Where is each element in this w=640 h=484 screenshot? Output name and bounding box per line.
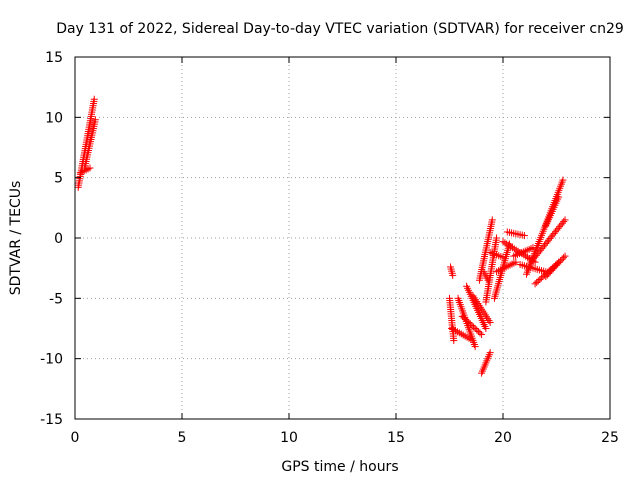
data-point — [482, 325, 490, 332]
x-tick-labels: 0 5 10 15 20 25 — [71, 430, 619, 446]
data-point — [557, 257, 565, 265]
y-tick-labels: 15 10 5 0 -5 -10 -15 — [40, 50, 63, 428]
y-tick-label: 15 — [45, 50, 63, 66]
data-point — [466, 320, 474, 328]
data-point — [449, 271, 457, 279]
data-point — [476, 329, 484, 337]
data-point — [555, 258, 563, 266]
x-tick-label: 25 — [601, 430, 619, 446]
data-point — [460, 314, 468, 322]
y-tick-label: 0 — [54, 231, 63, 247]
data-point — [559, 176, 567, 184]
data-point — [91, 116, 99, 124]
axis-ticks — [74, 56, 611, 420]
y-tick-label: -10 — [40, 352, 63, 368]
data-point — [488, 216, 496, 224]
data-point — [543, 271, 551, 279]
data-point — [555, 193, 563, 201]
data-point — [471, 325, 479, 332]
x-tick-label: 10 — [280, 430, 298, 446]
data-points — [74, 95, 569, 377]
y-tick-label: 5 — [54, 171, 63, 187]
data-point — [548, 266, 556, 274]
y-tick-label: 10 — [45, 110, 63, 126]
data-point — [560, 254, 568, 262]
data-point — [551, 263, 559, 271]
x-tick-label: 0 — [71, 430, 80, 446]
data-point — [512, 258, 520, 266]
data-point — [561, 216, 569, 224]
y-axis-label: SDTVAR / TECUs — [8, 181, 24, 296]
data-point — [549, 265, 557, 273]
data-point — [470, 323, 478, 331]
data-point — [561, 252, 569, 260]
data-point — [552, 262, 560, 270]
data-point — [486, 349, 494, 357]
data-point — [471, 343, 479, 351]
data-point — [520, 232, 528, 240]
data-point — [468, 321, 476, 329]
grid — [75, 57, 610, 419]
y-tick-label: -5 — [49, 291, 63, 307]
data-point — [493, 234, 501, 242]
data-point — [533, 278, 541, 286]
chart-title: Day 131 of 2022, Sidereal Day-to-day VTE… — [56, 21, 624, 37]
x-tick-label: 15 — [387, 430, 405, 446]
data-point — [462, 315, 470, 323]
data-point — [90, 95, 98, 103]
x-tick-label: 20 — [494, 430, 512, 446]
data-point — [554, 260, 562, 268]
y-tick-label: -15 — [40, 412, 63, 428]
data-point — [473, 326, 481, 334]
data-point — [458, 312, 466, 320]
data-point — [534, 277, 542, 285]
data-point — [486, 318, 494, 326]
data-point — [531, 280, 539, 288]
data-point — [478, 331, 486, 339]
x-axis-label: GPS time / hours — [281, 459, 398, 475]
data-point — [536, 276, 544, 284]
data-point — [463, 317, 471, 325]
data-point — [558, 255, 566, 263]
data-point — [542, 273, 550, 281]
data-point — [537, 274, 545, 282]
data-point — [450, 337, 458, 345]
data-point — [545, 269, 553, 277]
data-point — [465, 318, 473, 326]
x-tick-label: 5 — [178, 430, 187, 446]
data-point — [560, 218, 568, 226]
data-point — [474, 328, 482, 336]
data-point — [546, 268, 554, 276]
